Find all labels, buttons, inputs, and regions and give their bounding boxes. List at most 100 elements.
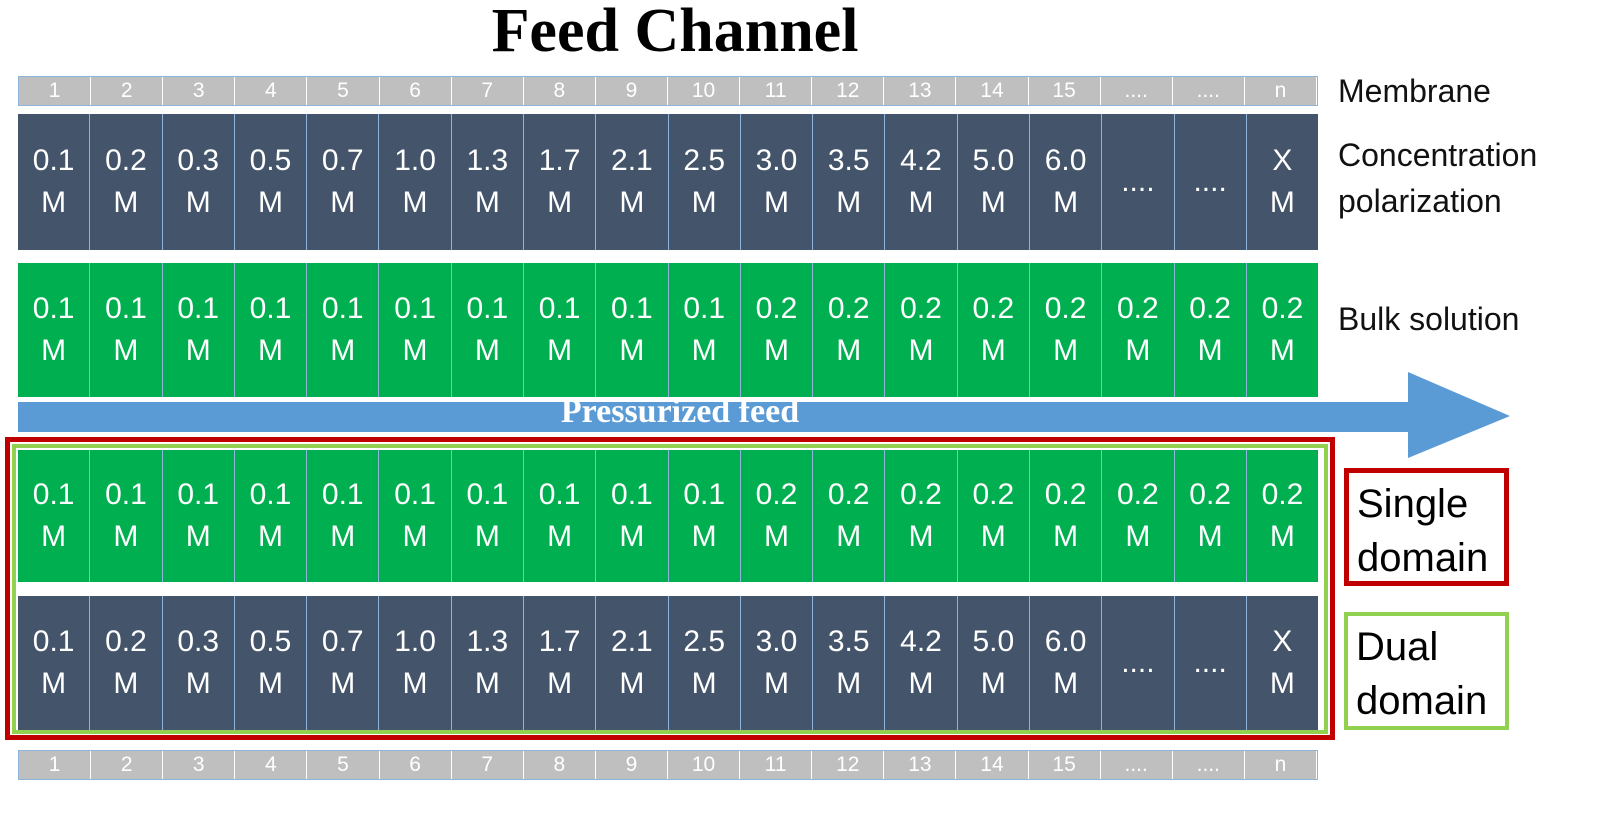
dual-cell-7-unit: M [474, 667, 500, 700]
num-cell-7: 7 [451, 751, 524, 779]
conc-cell-18-unit: M [1269, 186, 1295, 219]
single-cell-7: 0.1 M [451, 450, 524, 582]
dual-cell-12-unit: M [836, 667, 862, 700]
single-cell-12: 0.2 M [813, 450, 886, 582]
single-cell-9: 0.1 M [596, 450, 669, 582]
conc-cell-5-value: 0.7 [321, 144, 364, 177]
single-cell-9-unit: M [619, 520, 645, 553]
single-cell-3-unit: M [185, 520, 211, 553]
dual-cell-7: 1.3 M [451, 596, 524, 730]
bulk-cell-9-unit: M [619, 334, 645, 367]
bulk-cell-18-unit: M [1269, 334, 1295, 367]
num-cell-11: 11 [740, 77, 813, 105]
num-cell-18: n [1244, 751, 1317, 779]
num-cell-13: 13 [884, 751, 957, 779]
bulk-cell-5: 0.1 M [307, 263, 380, 397]
conc-cell-12-value: 3.5 [827, 144, 870, 177]
single-cell-13-unit: M [908, 520, 934, 553]
num-cell-8: 8 [523, 77, 596, 105]
single-domain-outline [5, 437, 1335, 740]
bulk-cell-16-value: 0.2 [1117, 292, 1159, 325]
diagram-title: Feed Channel [491, 0, 859, 65]
single-cell-14: 0.2 M [957, 450, 1030, 582]
conc-cell-3: 0.3 M [162, 114, 235, 250]
conc-cell-13-unit: M [908, 186, 934, 219]
dual-cell-3-unit: M [185, 667, 211, 700]
conc-cell-5: 0.7 M [307, 114, 380, 250]
top-segment-numbers: 1 2 3 4 5 6 7 8 9 10 11 12 13 14 15........ n [18, 76, 1318, 106]
num-cell-16: .... [1100, 751, 1173, 779]
dual-cell-5: 0.7 M [307, 596, 380, 730]
bulk-cell-3-unit: M [185, 334, 211, 367]
dual-cell-13-unit: M [908, 667, 934, 700]
single-cell-12-unit: M [836, 520, 862, 553]
bulk-cell-1: 0.1 M [18, 263, 91, 397]
single-cell-8-value: 0.1 [538, 478, 581, 511]
dual-cell-2-value: 0.2 [105, 625, 147, 658]
single-cell-13-value: 0.2 [900, 478, 942, 511]
concentration-polarization-label: Concentration polarization [1338, 132, 1537, 224]
conc-cell-6-value: 1.0 [394, 144, 436, 177]
concentration-polarization-row: 0.1 M 0.2 M 0.3 M 0.5 M 0.7 M 1.0 M 1.3 M 1.7 M 2.1 M 2.5 M… [18, 114, 1319, 250]
single-cell-15-unit: M [1053, 520, 1079, 553]
dual-cell-16-value: .... [1121, 646, 1155, 679]
bulk-cell-8-unit: M [547, 334, 573, 367]
dual-cell-10: 2.5 M [668, 596, 741, 730]
num-cell-12: 12 [812, 77, 885, 105]
dual-cell-13: 4.2 M [885, 596, 958, 730]
dual-cell-15-unit: M [1053, 667, 1079, 700]
concentration-label-line1: Concentration [1338, 137, 1538, 173]
num-cell-7: 7 [451, 77, 524, 105]
num-cell-3: 3 [163, 77, 236, 105]
conc-cell-4-value: 0.5 [249, 144, 292, 177]
dual-cell-16: .... [1102, 596, 1175, 730]
conc-cell-9-unit: M [619, 186, 645, 219]
dual-cell-3-value: 0.3 [177, 625, 220, 658]
dual-cell-8-value: 1.7 [538, 625, 581, 658]
single-cell-16: 0.2 M [1102, 450, 1175, 582]
single-cell-14-unit: M [980, 520, 1006, 553]
single-cell-17: 0.2 M [1174, 450, 1247, 582]
single-cell-18: 0.2 M [1246, 450, 1319, 582]
single-cell-4-value: 0.1 [249, 478, 292, 511]
dual-cell-9-value: 2.1 [611, 625, 653, 658]
single-cell-10-value: 0.1 [683, 478, 726, 511]
num-cell-14: 14 [956, 751, 1029, 779]
num-cell-6: 6 [379, 751, 452, 779]
bulk-cell-14: 0.2 M [957, 263, 1030, 397]
dual-cell-15: 6.0 M [1029, 596, 1103, 730]
conc-cell-13: 4.2 M [885, 114, 958, 250]
bulk-cell-7-unit: M [474, 334, 500, 367]
single-cell-9-value: 0.1 [611, 478, 653, 511]
dual-cell-8-unit: M [547, 667, 573, 700]
bulk-cell-14-unit: M [980, 334, 1006, 367]
dual-cell-11: 3.0 M [740, 596, 814, 730]
dual-cell-17-value: .... [1193, 646, 1227, 679]
bulk-cell-13: 0.2 M [885, 263, 958, 397]
conc-cell-1: 0.1 M [18, 114, 91, 250]
single-cell-15: 0.2 M [1029, 450, 1103, 582]
num-cell-5: 5 [307, 77, 380, 105]
conc-cell-10-unit: M [691, 186, 717, 219]
conc-cell-7-unit: M [474, 186, 500, 219]
num-cell-4: 4 [235, 77, 308, 105]
bulk-cell-5-value: 0.1 [321, 292, 364, 325]
single-cell-16-value: 0.2 [1117, 478, 1159, 511]
dual-cell-5-value: 0.7 [321, 625, 364, 658]
single-cell-2-unit: M [113, 520, 139, 553]
single-cell-12-value: 0.2 [827, 478, 870, 511]
dual-cell-12: 3.5 M [813, 596, 886, 730]
num-cell-3: 3 [163, 751, 236, 779]
bottom-segment-numbers: 1 2 3 4 5 6 7 8 9 10 11 12 13 14 15........ n [18, 750, 1318, 780]
dual-cell-13-value: 4.2 [900, 625, 942, 658]
dual-cell-4: 0.5 M [234, 596, 308, 730]
conc-cell-2: 0.2 M [90, 114, 163, 250]
single-legend-line1: Single [1357, 482, 1469, 526]
bulk-cell-11: 0.2 M [740, 263, 814, 397]
conc-cell-1-value: 0.1 [32, 144, 75, 177]
num-cell-12: 12 [812, 751, 885, 779]
bulk-cell-12-value: 0.2 [827, 292, 870, 325]
dual-cell-11-unit: M [763, 667, 789, 700]
bulk-cell-7: 0.1 M [451, 263, 524, 397]
conc-cell-8: 1.7 M [523, 114, 597, 250]
